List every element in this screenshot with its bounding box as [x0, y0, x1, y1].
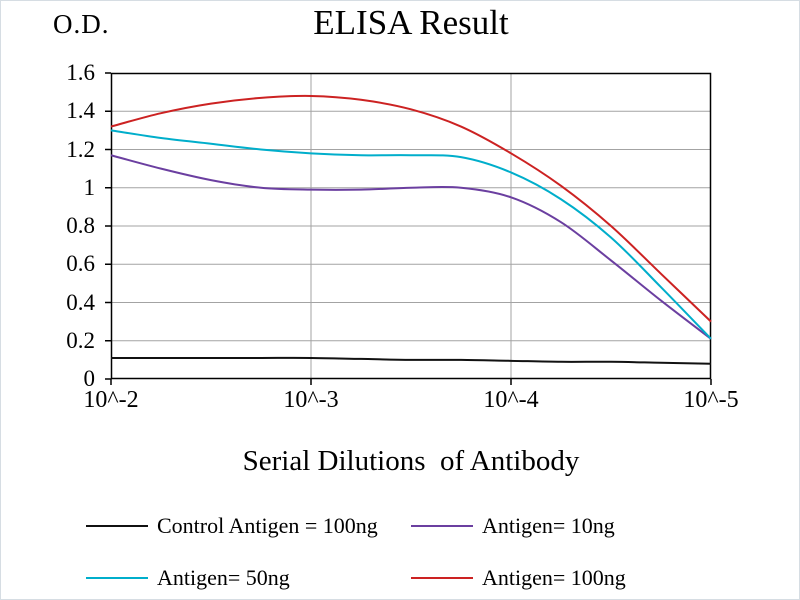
legend-label: Antigen= 10ng	[482, 513, 615, 538]
legend-item: Antigen= 50ng	[86, 565, 411, 591]
y-tick-label: 0.4	[66, 289, 95, 315]
series-line	[110, 356, 712, 365]
y-tick-label: 0.8	[66, 213, 95, 238]
plot-area	[105, 72, 712, 385]
legend-item: Antigen= 10ng	[411, 513, 736, 539]
y-tick-label: 0.6	[66, 251, 95, 277]
legend-line-sample	[411, 577, 473, 579]
series-line	[110, 94, 712, 323]
legend-line-sample	[86, 525, 148, 527]
y-axis-ticks: 0 0.2 0.4 0.6 0.8 1 1.2 1.4 1.6	[39, 61, 101, 391]
y-axis-label: O.D.	[53, 9, 110, 39]
y-tick-label: 1.2	[66, 136, 95, 162]
x-tick-label: 10^-5	[683, 387, 739, 413]
legend-label: Antigen= 100ng	[482, 565, 626, 590]
chart-canvas	[105, 72, 712, 385]
x-axis-ticks: 10^-2 10^-3 10^-4 10^-5	[83, 387, 738, 419]
y-tick-label: 1.6	[66, 60, 95, 85]
series-line	[110, 154, 712, 340]
legend-line-sample	[86, 577, 148, 579]
x-axis-title: Serial Dilutions of Antibody	[242, 445, 580, 477]
y-tick-label: 0.2	[66, 327, 95, 353]
y-tick-label: 1	[83, 174, 96, 200]
y-tick-label: 0	[83, 366, 96, 391]
series-line	[110, 129, 712, 340]
legend-label: Antigen= 50ng	[157, 565, 290, 590]
legend: Control Antigen = 100ng Antigen= 10ng Anti…	[86, 513, 736, 591]
legend-item: Antigen= 100ng	[411, 565, 736, 591]
legend-item: Control Antigen = 100ng	[86, 513, 411, 539]
y-tick-label: 1.4	[66, 98, 95, 124]
chart-title: ELISA Result	[313, 3, 509, 42]
legend-line-sample	[411, 525, 473, 527]
x-tick-label: 10^-3	[283, 387, 339, 413]
x-tick-label: 10^-4	[483, 387, 539, 413]
legend-label: Control Antigen = 100ng	[157, 513, 378, 538]
x-tick-label: 10^-2	[83, 387, 139, 413]
